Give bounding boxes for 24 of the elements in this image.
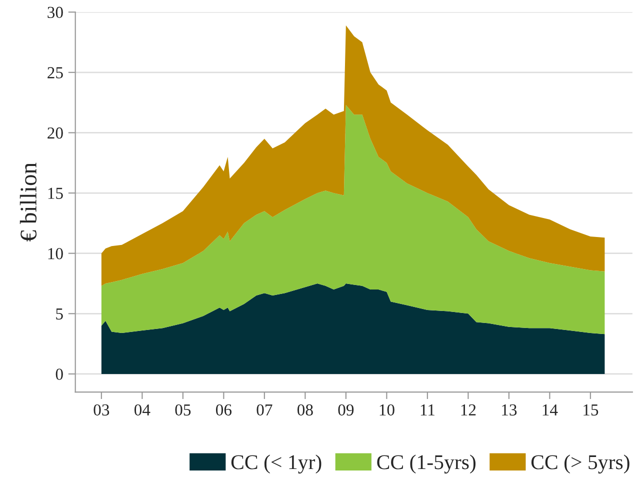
y-tick-label: 10 [48, 248, 63, 260]
y-tick-label: 15 [48, 188, 63, 199]
legend-label: CC (1-5yrs) [377, 454, 476, 474]
x-tick-label: 07 [256, 404, 272, 416]
y-tick-label: 5 [56, 308, 63, 320]
x-tick-label: 06 [216, 404, 232, 416]
legend-label: CC (> 5yrs) [531, 454, 630, 474]
x-tick-label: 14 [542, 404, 558, 416]
y-tick-label: 25 [48, 67, 63, 78]
y-axis-title: € billion [20, 162, 37, 242]
y-tick-label: 30 [48, 6, 63, 18]
y-tick-label: 20 [48, 127, 63, 139]
x-tick-label: 04 [134, 404, 150, 416]
x-tick-label: 15 [584, 404, 598, 416]
x-tick-label: 13 [502, 404, 517, 416]
x-tick-label: 05 [175, 404, 191, 416]
legend-label: CC (< 1yr) [231, 454, 322, 474]
x-tick-label: 08 [297, 404, 313, 416]
x-tick-label: 09 [338, 404, 354, 416]
y-tick-label: 0 [56, 368, 63, 380]
x-tick-label: 11 [420, 404, 434, 416]
x-tick-label: 12 [461, 404, 476, 416]
x-tick-label: 03 [94, 404, 110, 416]
x-tick-label: 10 [380, 404, 394, 416]
